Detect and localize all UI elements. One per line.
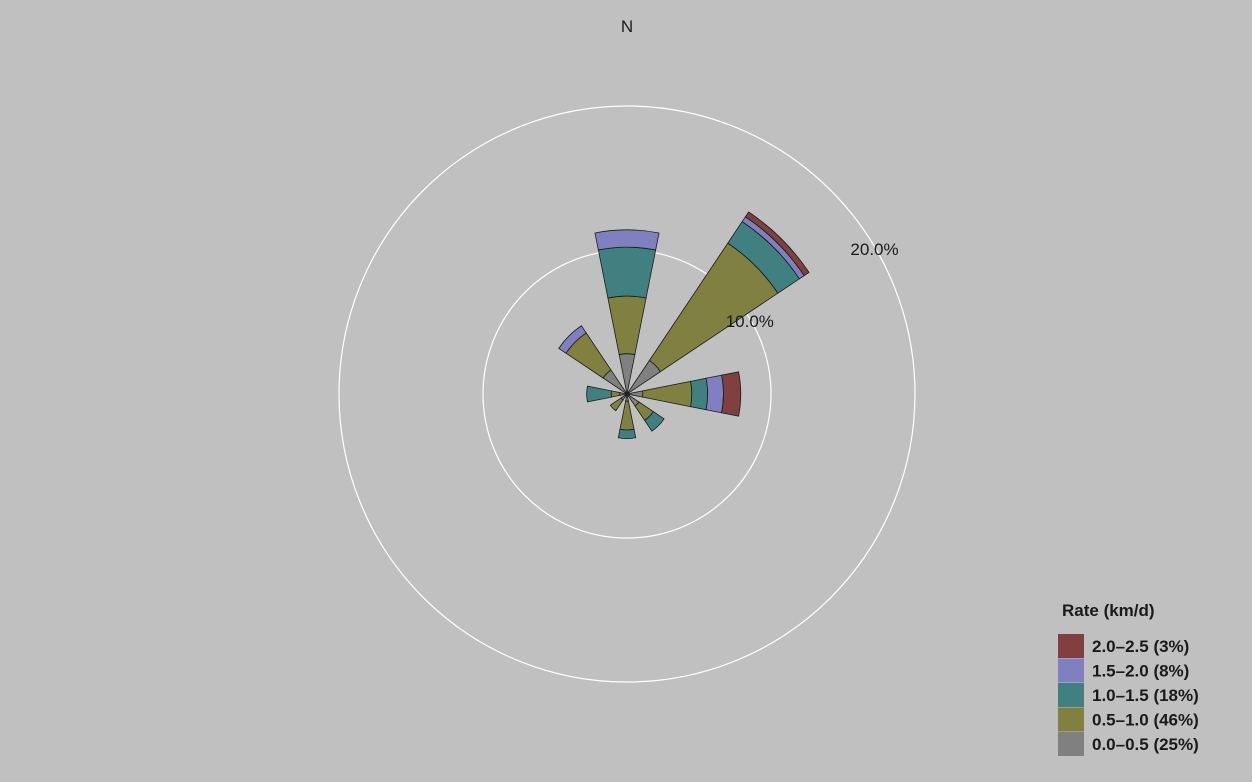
north-label: N	[621, 17, 633, 36]
sector-segment	[558, 325, 587, 354]
sector-segment	[721, 371, 742, 417]
legend-label: 1.5–2.0 (8%)	[1092, 662, 1189, 681]
sector-segment	[597, 246, 657, 299]
sector-segment	[644, 411, 665, 432]
legend-swatch	[1058, 683, 1084, 707]
sector-segment	[594, 229, 660, 251]
sector-segment	[586, 385, 612, 403]
legend-label: 2.0–2.5 (3%)	[1092, 637, 1189, 656]
wind-sectors	[558, 211, 810, 440]
sector-segment	[609, 397, 624, 412]
legend-swatch	[1058, 707, 1084, 732]
legend-label: 0.5–1.0 (46%)	[1092, 711, 1199, 730]
grid-ring	[338, 105, 916, 683]
legend-label: 1.0–1.5 (18%)	[1092, 686, 1199, 705]
sector-segment	[617, 428, 637, 440]
sector-segment	[690, 377, 708, 411]
sector-segment	[744, 211, 810, 277]
sector-segment	[705, 374, 724, 414]
ring-labels: 10.0% 20.0%	[726, 240, 899, 331]
ring-label: 20.0%	[850, 240, 898, 259]
legend-title: Rate (km/d)	[1062, 601, 1155, 620]
legend-swatch	[1058, 732, 1084, 756]
legend-swatch	[1058, 634, 1084, 658]
legend: Rate (km/d) 2.0–2.5 (3%) 1.5–2.0 (8%) 1.0–…	[1058, 601, 1199, 756]
ring-label: 10.0%	[726, 312, 774, 331]
legend-swatch	[1058, 658, 1084, 683]
legend-label: 0.0–0.5 (25%)	[1092, 735, 1199, 754]
